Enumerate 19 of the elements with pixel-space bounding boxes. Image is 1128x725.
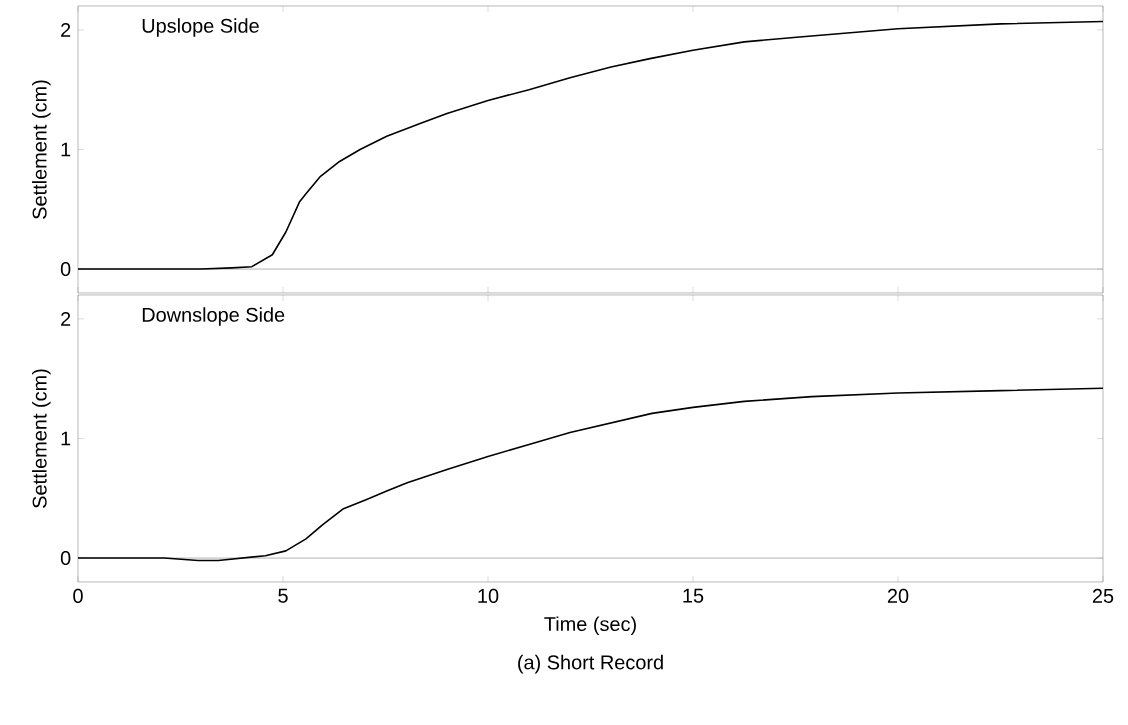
annotation: Downslope Side <box>142 307 285 326</box>
text: (a) Short Record <box>518 654 663 674</box>
x-tick-label: 10 <box>478 588 499 603</box>
y-tick-label: 0 <box>60 551 71 566</box>
x-tick-label: 20 <box>887 588 909 603</box>
line-series <box>78 20 1103 270</box>
x-tick-label: 15 <box>683 588 704 603</box>
x-tick-label: 25 <box>1092 588 1114 603</box>
x-axis-title: Time (sec) <box>544 616 636 635</box>
x-tick-label: 5 <box>278 588 288 603</box>
y-axis-title: Settlement (cm) <box>32 369 51 508</box>
y-axis-title: Settlement (cm) <box>32 80 51 219</box>
x-tick-label: 0 <box>73 588 83 603</box>
y-tick-label: 0 <box>60 262 71 277</box>
annotation: Upslope Side <box>142 18 259 37</box>
y-tick-label: 1 <box>61 142 71 157</box>
y-tick-label: 1 <box>61 431 71 446</box>
y-tick-label: 2 <box>61 22 71 37</box>
y-tick-label: 2 <box>61 311 71 326</box>
